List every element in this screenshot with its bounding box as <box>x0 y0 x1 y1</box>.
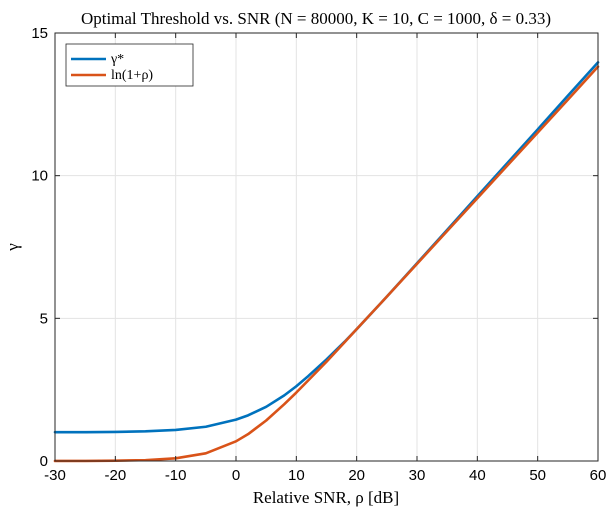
x-tick-label: -10 <box>165 467 187 484</box>
y-axis-label: γ <box>3 243 22 252</box>
y-tick-label: 5 <box>40 310 48 327</box>
chart-title: Optimal Threshold vs. SNR (N = 80000, K … <box>81 9 551 28</box>
x-tick-label: 30 <box>409 467 426 484</box>
series-line-ln-one-plus-rho <box>53 65 600 463</box>
x-tick-label: 0 <box>232 467 240 484</box>
tick-layer: -30 -20 -10 0 10 20 30 40 50 60 0 5 10 15 <box>31 25 606 484</box>
x-tick-label: -20 <box>104 467 126 484</box>
x-tick-label: 10 <box>288 467 305 484</box>
y-tick-label: 10 <box>31 168 48 185</box>
plot-frame <box>54 32 599 462</box>
grid-layer <box>54 32 599 462</box>
legend-label-gamma-star: γ* <box>110 52 124 67</box>
legend-box <box>65 43 194 87</box>
legend-label-ln-one-plus-rho: ln(1+ρ) <box>111 68 153 83</box>
y-tick-label: 15 <box>31 25 48 42</box>
legend: γ* ln(1+ρ) <box>65 43 194 87</box>
x-tick-label: 20 <box>348 467 365 484</box>
x-axis-label: Relative SNR, ρ [dB] <box>253 488 399 507</box>
series-layer <box>53 61 600 463</box>
x-tick-label: 40 <box>469 467 486 484</box>
y-tick-label: 0 <box>40 453 48 470</box>
x-tick-label: 50 <box>529 467 546 484</box>
series-line-gamma-star <box>53 61 600 434</box>
x-tick-label: -30 <box>44 467 66 484</box>
x-tick-label: 60 <box>590 467 607 484</box>
